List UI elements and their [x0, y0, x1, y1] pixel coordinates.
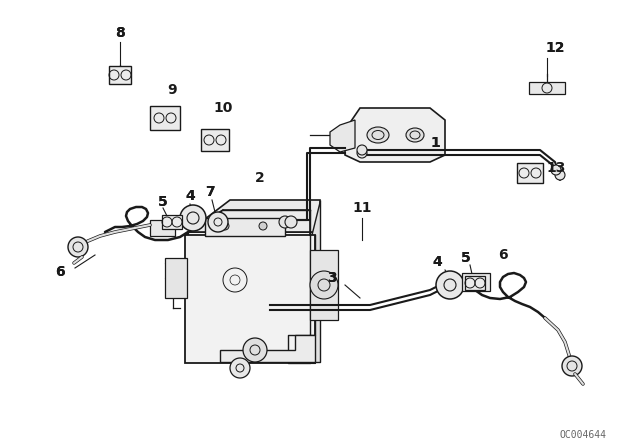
Text: 5: 5	[158, 195, 168, 209]
Ellipse shape	[367, 127, 389, 143]
Text: 13: 13	[547, 161, 566, 175]
Circle shape	[259, 222, 267, 230]
Bar	[150, 106, 180, 130]
Bar	[185, 235, 315, 363]
Text: 4: 4	[432, 255, 442, 269]
Bar	[205, 218, 285, 236]
Circle shape	[310, 271, 338, 299]
Bar	[201, 129, 229, 151]
Circle shape	[562, 356, 582, 376]
Circle shape	[68, 237, 88, 257]
Bar	[465, 276, 485, 290]
Bar	[517, 163, 543, 183]
Polygon shape	[220, 335, 315, 362]
Bar	[462, 273, 490, 291]
Text: 4: 4	[432, 255, 442, 269]
Text: 6: 6	[55, 265, 65, 279]
Text: 1: 1	[430, 136, 440, 150]
Text: 8: 8	[115, 26, 125, 40]
Circle shape	[221, 222, 229, 230]
Text: 1: 1	[430, 136, 440, 150]
Circle shape	[436, 271, 464, 299]
Polygon shape	[188, 200, 320, 232]
Text: 6: 6	[498, 248, 508, 262]
Bar	[150, 220, 175, 236]
Polygon shape	[310, 235, 315, 363]
Text: 4: 4	[185, 189, 195, 203]
Text: 10: 10	[213, 101, 233, 115]
Circle shape	[208, 212, 228, 232]
Text: 7: 7	[205, 185, 215, 199]
Bar	[165, 258, 187, 298]
Text: 6: 6	[55, 265, 65, 279]
Bar	[188, 232, 320, 362]
Text: 12: 12	[545, 41, 564, 55]
Text: 12: 12	[545, 41, 564, 55]
Circle shape	[230, 358, 250, 378]
Text: 4: 4	[185, 189, 195, 203]
Bar	[529, 82, 565, 94]
Circle shape	[357, 145, 367, 155]
Text: OC004644: OC004644	[560, 430, 607, 440]
Text: 5: 5	[461, 251, 471, 265]
Circle shape	[551, 165, 561, 175]
Ellipse shape	[406, 128, 424, 142]
Text: 9: 9	[167, 83, 177, 97]
Bar	[109, 66, 131, 84]
Circle shape	[180, 205, 206, 231]
Circle shape	[357, 148, 367, 158]
Text: 5: 5	[158, 195, 168, 209]
Circle shape	[243, 338, 267, 362]
Polygon shape	[288, 200, 320, 362]
Text: 3: 3	[327, 271, 337, 285]
Bar	[162, 215, 182, 229]
Text: 5: 5	[461, 251, 471, 265]
Circle shape	[279, 216, 291, 228]
Text: 7: 7	[205, 185, 215, 199]
Text: 3: 3	[327, 271, 337, 285]
Text: 2: 2	[255, 171, 265, 185]
Polygon shape	[345, 108, 445, 162]
Text: 11: 11	[352, 201, 372, 215]
Text: 8: 8	[115, 26, 125, 40]
Bar	[310, 250, 338, 320]
Circle shape	[555, 170, 565, 180]
Polygon shape	[330, 120, 355, 152]
Circle shape	[285, 216, 297, 228]
